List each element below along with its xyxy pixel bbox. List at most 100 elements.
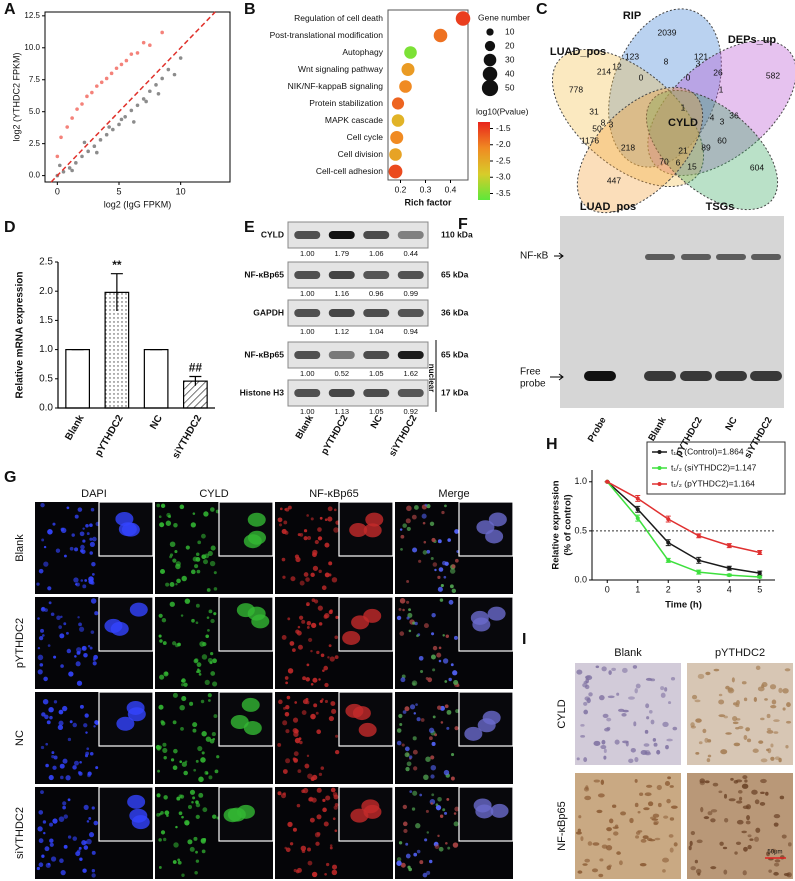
nucleus	[575, 831, 582, 835]
y-tick-label: Cell cycle	[347, 132, 384, 142]
point	[98, 138, 103, 142]
nucleus	[577, 870, 583, 874]
point	[666, 540, 671, 545]
cell	[194, 564, 199, 569]
cell	[451, 564, 456, 569]
nucleus	[742, 870, 747, 876]
cell	[74, 655, 77, 658]
cell	[79, 760, 82, 764]
cell	[204, 770, 209, 775]
cell	[334, 655, 339, 660]
point	[82, 140, 87, 145]
band-label: probe	[520, 379, 546, 390]
cell	[84, 579, 88, 582]
cell	[198, 672, 202, 676]
nucleus	[622, 667, 628, 674]
cell	[81, 549, 86, 554]
cell	[89, 752, 94, 756]
cell	[163, 837, 167, 842]
cell	[414, 621, 418, 626]
nucleus	[669, 817, 675, 821]
cell	[43, 831, 46, 835]
point	[67, 166, 72, 170]
cell	[197, 540, 202, 545]
inset-cell	[104, 618, 123, 633]
cell	[287, 668, 294, 674]
group-label: pYTHDC2	[715, 647, 765, 659]
point	[757, 550, 762, 555]
cell	[51, 751, 55, 755]
cell	[436, 652, 442, 658]
nucleus	[707, 739, 712, 743]
cell	[310, 682, 314, 686]
cell	[202, 807, 208, 813]
cell	[396, 860, 402, 866]
x-axis-label: log2 (IgG FPKM)	[104, 199, 172, 209]
cell	[180, 727, 184, 731]
venn-count: 3	[696, 58, 701, 68]
cell	[443, 575, 447, 579]
cell	[178, 794, 183, 799]
venn-count: 21	[678, 145, 688, 155]
cell	[420, 670, 424, 674]
cell	[201, 751, 205, 755]
blot-label: CYLD	[261, 229, 284, 239]
nucleus	[620, 811, 627, 816]
cell	[314, 540, 319, 545]
cell	[160, 568, 166, 574]
cell	[316, 814, 322, 820]
nucleus	[746, 815, 750, 821]
cell	[161, 617, 167, 623]
nucleus	[613, 831, 619, 836]
cell	[79, 626, 85, 632]
nucleus	[752, 748, 759, 753]
gel-band	[750, 371, 782, 381]
cell	[193, 836, 198, 841]
cell	[333, 805, 338, 810]
inset-cell	[116, 716, 135, 731]
venn-count: 214	[597, 66, 611, 76]
dot	[455, 11, 471, 26]
y-axis-label: Relative expression	[551, 480, 562, 569]
point	[635, 516, 640, 521]
cell	[195, 859, 200, 863]
nucleus	[606, 865, 612, 871]
cell	[292, 717, 299, 723]
size-legend-dot	[486, 28, 494, 36]
nucleus	[635, 835, 640, 839]
cell	[52, 765, 57, 770]
venn-count: 1176	[581, 135, 600, 145]
nucleus	[704, 780, 710, 784]
cell	[446, 798, 450, 801]
cell	[432, 645, 438, 651]
cell	[297, 769, 302, 773]
cell	[413, 712, 417, 715]
cell	[156, 793, 161, 798]
cell	[169, 541, 176, 548]
cell	[80, 579, 84, 582]
point	[160, 30, 164, 35]
cell	[74, 583, 78, 586]
cell	[91, 806, 95, 810]
cell	[430, 654, 436, 660]
cell	[430, 557, 434, 561]
cell	[307, 860, 313, 866]
cell	[451, 588, 457, 594]
nucleus	[642, 835, 649, 839]
cell	[82, 527, 85, 530]
cell	[307, 847, 311, 852]
cell	[184, 598, 191, 604]
cell	[211, 732, 216, 737]
cell	[412, 736, 417, 741]
nucleus	[779, 795, 785, 800]
nucleus	[773, 731, 779, 734]
cell	[44, 846, 50, 852]
significance: **	[112, 258, 122, 272]
cell	[213, 714, 218, 718]
cell	[79, 857, 83, 861]
cell	[316, 729, 322, 735]
cell	[185, 545, 190, 550]
venn-count: 123	[625, 51, 639, 61]
inset-cell	[363, 523, 382, 538]
lane-label: pYTHDC2	[319, 413, 350, 456]
